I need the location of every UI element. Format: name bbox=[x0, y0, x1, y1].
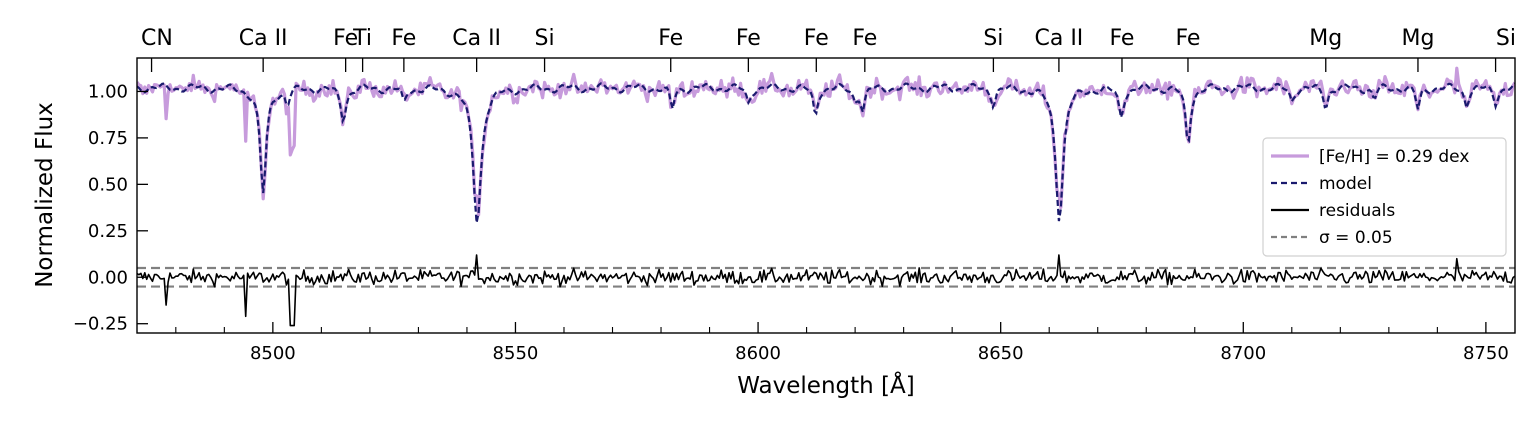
legend-label: [Fe/H] = 0.29 dex bbox=[1319, 147, 1469, 167]
legend-box bbox=[1262, 137, 1507, 257]
x-tick-label: 8650 bbox=[978, 343, 1024, 364]
y-tick-label: 1.00 bbox=[88, 81, 128, 102]
sigma-lines bbox=[137, 266, 1515, 288]
line-id-label: Fe bbox=[391, 26, 416, 51]
line-id-label: Ca II bbox=[1034, 26, 1083, 51]
line-id-label: Fe bbox=[658, 26, 683, 51]
line-id-label: Si bbox=[983, 26, 1003, 51]
line-id-label: Mg bbox=[1401, 26, 1434, 51]
model-spectrum-line bbox=[137, 82, 1515, 223]
line-id-label: CN bbox=[141, 26, 173, 51]
x-tick-label: 8600 bbox=[735, 343, 781, 364]
line-id-label: Fe bbox=[333, 26, 358, 51]
y-tick-label: 0.50 bbox=[88, 174, 128, 195]
legend: [Fe/H] = 0.29 dex model residuals σ = 0.05 bbox=[1262, 137, 1507, 257]
axes: 8500 8550 8600 8650 8700 8750 1.00 0.75 0.50 0.25… bbox=[73, 57, 1516, 364]
legend-label: model bbox=[1319, 174, 1372, 194]
line-id-label: Si bbox=[535, 26, 555, 51]
y-tick-label: −0.25 bbox=[73, 314, 128, 335]
line-id-label: Fe bbox=[1175, 26, 1200, 51]
x-axis-label: Wavelength [Å] bbox=[737, 371, 914, 399]
plot-area bbox=[137, 66, 1515, 327]
line-id-label: Si bbox=[1496, 26, 1516, 51]
x-tick-label: 8550 bbox=[493, 343, 539, 364]
residuals-line bbox=[137, 254, 1515, 327]
legend-label: σ = 0.05 bbox=[1319, 228, 1393, 248]
y-tick-label: 0.75 bbox=[88, 128, 128, 149]
y-tick-label: 0.25 bbox=[88, 221, 128, 242]
plot-frame bbox=[136, 57, 1516, 334]
observed-spectrum-line bbox=[137, 66, 1515, 217]
line-id-label: Ca II bbox=[239, 26, 288, 51]
line-id-label: Ca II bbox=[452, 26, 501, 51]
line-id-label: Mg bbox=[1309, 26, 1342, 51]
line-id-label: Fe bbox=[736, 26, 761, 51]
x-tick-label: 8700 bbox=[1220, 343, 1266, 364]
legend-label: residuals bbox=[1319, 201, 1395, 221]
x-tick-label: 8750 bbox=[1463, 343, 1509, 364]
y-axis-label: Normalized Flux bbox=[32, 102, 58, 288]
x-tick-label: 8500 bbox=[250, 343, 296, 364]
y-tick-label: 0.00 bbox=[88, 267, 128, 288]
line-id-label: Ti bbox=[352, 26, 372, 51]
line-id-label: Fe bbox=[852, 26, 877, 51]
line-id-label: Fe bbox=[804, 26, 829, 51]
line-id-label: Fe bbox=[1109, 26, 1134, 51]
